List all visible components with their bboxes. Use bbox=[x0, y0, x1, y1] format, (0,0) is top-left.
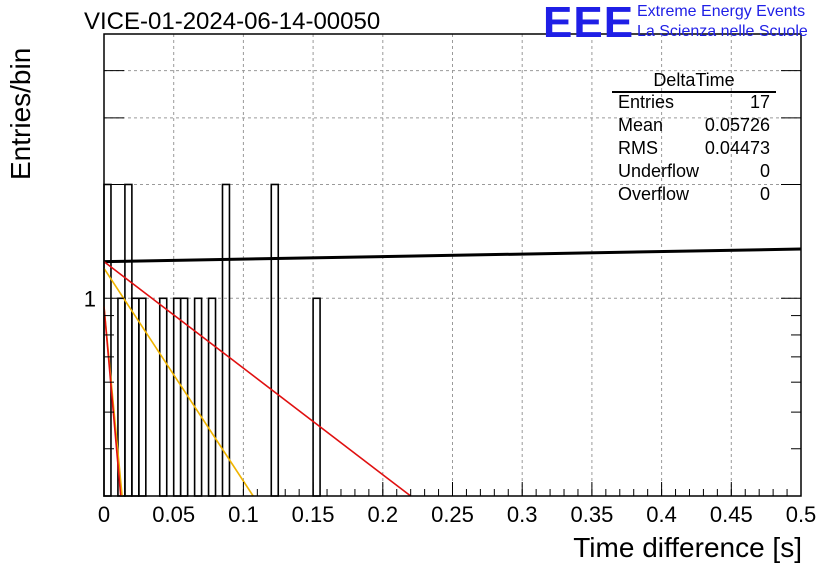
x-tick-label: 0.2 bbox=[368, 502, 399, 527]
histogram-bar bbox=[172, 297, 182, 497]
histogram-bar bbox=[221, 183, 231, 497]
histogram-bar bbox=[124, 183, 133, 497]
histogram-bar bbox=[207, 297, 217, 497]
x-tick-label: 0.1 bbox=[228, 502, 259, 527]
x-tick-label: 0.3 bbox=[507, 502, 538, 527]
plot-title: VICE-01-2024-06-14-00050 bbox=[84, 8, 381, 35]
axis-ticks bbox=[103, 70, 802, 496]
logo-line-1: Extreme Energy Events bbox=[637, 3, 806, 20]
fit-lines bbox=[103, 247, 802, 497]
logo-line-2: La Scienza nelle Scuole bbox=[637, 23, 808, 40]
x-tick-label: 0 bbox=[98, 502, 110, 527]
histogram-bar bbox=[179, 297, 189, 497]
y-tick-label: 1 bbox=[84, 286, 96, 311]
stats-label: Overflow bbox=[618, 184, 690, 204]
stats-title: DeltaTime bbox=[653, 70, 735, 90]
histogram-bar bbox=[131, 297, 140, 497]
stats-row-entries: Entries 17 bbox=[618, 92, 770, 114]
x-tick-label: 0.15 bbox=[292, 502, 335, 527]
stats-value: 17 bbox=[749, 92, 770, 112]
fit-line bbox=[103, 267, 254, 497]
histogram-bar bbox=[158, 297, 168, 497]
fit-line bbox=[103, 247, 802, 264]
eee-logo: EEE Extreme Energy Events La Scienza nel… bbox=[543, 0, 833, 47]
stats-label: Entries bbox=[618, 92, 675, 112]
stats-box: DeltaTime Entries 17 Mean 0.05726 RMS 0.… bbox=[612, 68, 776, 208]
histogram-bar bbox=[193, 297, 203, 497]
stats-row-rms: RMS 0.04473 bbox=[618, 138, 770, 160]
histogram-bars bbox=[103, 183, 321, 497]
x-tick-labels: 0 0.05 0.1 0.15 0.2 0.25 0.3 0.35 0.4 0.45 0.5 bbox=[98, 502, 816, 527]
stats-row-mean: Mean 0.05726 bbox=[618, 115, 770, 137]
x-tick-label: 0.4 bbox=[646, 502, 677, 527]
fit-line bbox=[103, 306, 122, 497]
histogram-bar bbox=[270, 183, 280, 497]
stats-value: 0 bbox=[759, 161, 770, 181]
x-axis-label: Time difference [s] bbox=[573, 532, 802, 563]
x-tick-label: 0.05 bbox=[152, 502, 195, 527]
y-tick-labels: 1 bbox=[84, 286, 96, 311]
x-tick-label: 0.35 bbox=[570, 502, 613, 527]
x-tick-label: 0.5 bbox=[786, 502, 817, 527]
y-axis-label: Entries/bin bbox=[5, 47, 36, 180]
fit-line bbox=[103, 261, 412, 497]
histogram-bar bbox=[312, 297, 321, 497]
x-tick-label: 0.45 bbox=[710, 502, 753, 527]
stats-label: RMS bbox=[618, 138, 658, 158]
x-tick-label: 0.25 bbox=[431, 502, 474, 527]
stats-value: 0 bbox=[759, 184, 770, 204]
stats-row-overflow: Overflow 0 bbox=[618, 184, 770, 206]
stats-row-underflow: Underflow 0 bbox=[618, 161, 770, 183]
stats-value: 0.04473 bbox=[704, 138, 770, 158]
stats-divider bbox=[612, 91, 776, 93]
stats-value: 0.05726 bbox=[704, 115, 770, 135]
stats-label: Mean bbox=[618, 115, 664, 135]
grid-lines bbox=[104, 34, 801, 496]
logo-mark: EEE bbox=[543, 0, 635, 47]
stats-label: Underflow bbox=[618, 161, 700, 181]
